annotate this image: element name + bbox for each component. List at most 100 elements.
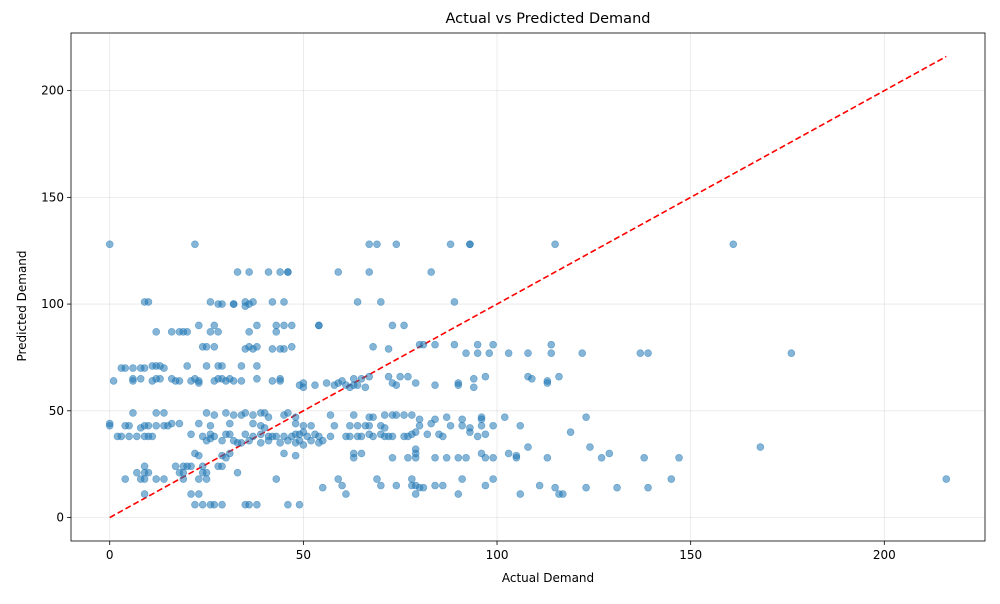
scatter-point (268, 345, 277, 353)
scatter-point (264, 268, 273, 276)
scatter-point (195, 419, 203, 428)
scatter-point (307, 436, 315, 445)
scatter-point (229, 377, 238, 385)
scatter-point (489, 340, 497, 349)
scatter-point (202, 342, 211, 351)
scatter-point (400, 411, 408, 419)
scatter-point (152, 475, 161, 483)
scatter-point (373, 475, 381, 483)
scatter-point (357, 432, 366, 441)
scatter-point (210, 321, 219, 330)
scatter-point (210, 411, 219, 419)
scatter-point (551, 240, 559, 249)
scatter-point (280, 345, 288, 353)
scatter-point (202, 409, 211, 417)
scatter-point (318, 436, 327, 445)
scatter-point (179, 475, 188, 483)
x-axis-label: Actual Demand (502, 571, 594, 585)
scatter-point (276, 377, 284, 385)
scatter-point (191, 240, 199, 249)
scatter-point (516, 490, 525, 498)
scatter-point (109, 377, 118, 385)
scatter-point (253, 500, 261, 509)
scatter-point (272, 432, 281, 441)
points-layer (105, 240, 951, 509)
scatter-point (140, 490, 149, 498)
scatter-point (272, 328, 281, 336)
scatter-point (578, 349, 587, 357)
scatter-point (458, 421, 466, 430)
scatter-point (249, 419, 257, 428)
scatter-point (326, 411, 335, 419)
scatter-point (287, 342, 296, 351)
scatter-point (268, 377, 277, 385)
scatter-point (442, 413, 451, 422)
scatter-point (152, 409, 161, 417)
scatter-point (458, 475, 466, 483)
scatter-point (195, 490, 203, 498)
scatter-point (338, 481, 346, 490)
scatter-point (392, 381, 401, 389)
scatter-point (489, 453, 497, 462)
scatter-point (377, 481, 385, 490)
scatter-point (438, 481, 447, 490)
scatter-point (411, 490, 420, 498)
scatter-point (121, 475, 130, 483)
scatter-point (450, 298, 459, 306)
scatter-point (148, 432, 157, 441)
scatter-point (284, 409, 292, 417)
scatter-point (210, 342, 219, 351)
scatter-point (183, 362, 191, 370)
scatter-point (543, 379, 552, 387)
scatter-point (380, 424, 389, 432)
scatter-point (353, 298, 362, 306)
scatter-point (559, 490, 567, 498)
scatter-point (233, 468, 242, 477)
scatter-point (245, 500, 253, 509)
scatter-point (543, 453, 552, 462)
scatter-point (431, 340, 439, 349)
scatter-point (156, 374, 164, 383)
scatter-point (392, 240, 401, 249)
scatter-point (427, 419, 435, 428)
scatter-point (291, 451, 300, 460)
scatter-point (183, 328, 191, 336)
scatter-point (253, 362, 261, 370)
y-tick-label: 150 (41, 190, 64, 204)
scatter-point (264, 413, 273, 422)
scatter-point (187, 430, 195, 439)
scatter-point (524, 443, 532, 451)
scatter-point (133, 432, 141, 441)
scatter-point (129, 364, 137, 372)
scatter-point (419, 340, 428, 349)
scatter-point (284, 268, 292, 276)
scatter-point (504, 449, 513, 458)
scatter-point (477, 421, 486, 430)
scatter-point (516, 421, 525, 430)
scatter-point (140, 364, 149, 372)
scatter-point (140, 462, 149, 471)
scatter-point (481, 481, 490, 490)
scatter-point (276, 439, 284, 447)
scatter-point (551, 483, 559, 492)
scatter-point (195, 475, 203, 483)
scatter-point (225, 430, 234, 439)
scatter-point (411, 379, 420, 387)
scatter-point (473, 340, 482, 349)
scatter-point (597, 453, 606, 462)
scatter-point (365, 421, 374, 430)
scatter-point (466, 428, 474, 436)
scatter-point (253, 321, 261, 330)
scatter-point (160, 409, 168, 417)
y-axis-label: Predicted Demand (15, 250, 29, 361)
scatter-point (555, 372, 563, 381)
scatter-point (272, 321, 281, 330)
scatter-point (229, 300, 238, 308)
scatter-point (187, 462, 195, 471)
scatter-point (346, 432, 354, 441)
scatter-point (349, 374, 358, 383)
x-tick-label: 100 (486, 548, 509, 562)
scatter-point (380, 411, 389, 419)
